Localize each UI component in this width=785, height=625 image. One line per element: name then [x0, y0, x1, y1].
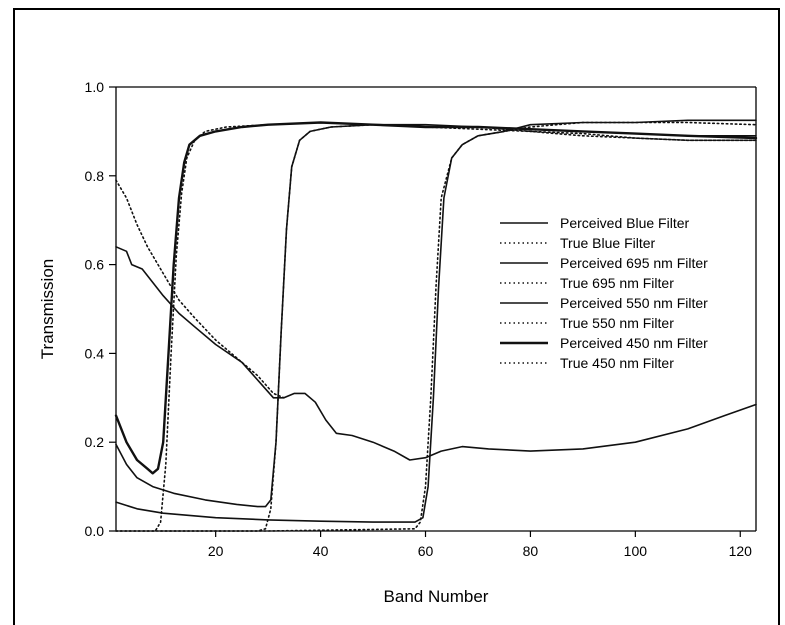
x-tick-label: 100: [624, 543, 648, 559]
y-tick-label: 0.6: [85, 257, 105, 273]
x-tick-label: 120: [729, 543, 753, 559]
y-axis-title: Transmission: [38, 259, 57, 359]
legend-label: True 450 nm Filter: [560, 355, 674, 371]
legend-label: True 550 nm Filter: [560, 315, 674, 331]
legend-label: Perceived 450 nm Filter: [560, 335, 708, 351]
x-tick-label: 80: [523, 543, 539, 559]
y-tick-label: 0.2: [85, 434, 105, 450]
x-tick-label: 60: [418, 543, 434, 559]
legend-label: True 695 nm Filter: [560, 275, 674, 291]
y-tick-label: 0.4: [85, 345, 105, 361]
legend-label: True Blue Filter: [560, 235, 656, 251]
series-line-true-550-nm-filter: [115, 123, 757, 532]
x-tick-label: 40: [313, 543, 329, 559]
y-tick-label: 0.8: [85, 168, 105, 184]
figure-frame: [13, 8, 780, 625]
y-tick-label: 1.0: [85, 79, 105, 95]
series-line-true-695-nm-filter: [159, 121, 757, 532]
legend: Perceived Blue Filter True Blue Filter Per…: [500, 215, 708, 371]
series-group: [114, 119, 758, 532]
series-line-perceived-blue-filter: [115, 246, 757, 461]
series-line-true-blue-filter: [115, 179, 285, 399]
plot-area: [115, 86, 757, 532]
series-line-true-450-nm-filter: [115, 121, 757, 532]
x-axis-title: Band Number: [384, 587, 489, 606]
legend-label: Perceived 550 nm Filter: [560, 295, 708, 311]
axis-ticks: 20 40 60 80 100 120 0.0 0.2 0.4 0.6 0.8 1.0: [85, 79, 753, 559]
series-line-perceived-695-nm-filter: [115, 119, 757, 523]
y-tick-label: 0.0: [85, 523, 105, 539]
legend-label: Perceived 695 nm Filter: [560, 255, 708, 271]
x-tick-label: 20: [208, 543, 224, 559]
legend-label: Perceived Blue Filter: [560, 215, 690, 231]
